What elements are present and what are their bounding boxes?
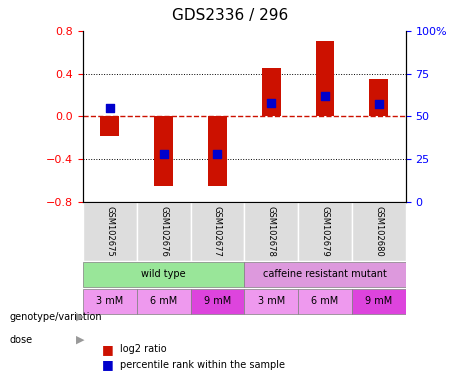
Text: GSM102676: GSM102676	[159, 206, 168, 257]
Bar	[352, 202, 406, 261]
Text: GSM102680: GSM102680	[374, 206, 383, 257]
Point	[267, 100, 275, 106]
Bar	[244, 202, 298, 261]
Bar	[208, 116, 227, 186]
Text: 6 mM: 6 mM	[150, 296, 177, 306]
Text: 9 mM: 9 mM	[365, 296, 392, 306]
Point	[214, 151, 221, 157]
Text: ■: ■	[101, 343, 113, 356]
Text: dose: dose	[9, 335, 32, 345]
Bar	[298, 289, 352, 313]
Bar	[244, 262, 406, 286]
Text: 6 mM: 6 mM	[311, 296, 339, 306]
Text: GSM102679: GSM102679	[320, 206, 330, 257]
Text: caffeine resistant mutant: caffeine resistant mutant	[263, 270, 387, 280]
Bar	[83, 262, 244, 286]
Point	[321, 93, 329, 99]
Text: log2 ratio: log2 ratio	[120, 344, 166, 354]
Bar	[352, 289, 406, 313]
Bar	[154, 116, 173, 186]
Text: genotype/variation: genotype/variation	[9, 312, 102, 322]
Bar	[190, 202, 244, 261]
Text: GSM102675: GSM102675	[106, 206, 114, 257]
Text: 3 mM: 3 mM	[258, 296, 285, 306]
Point	[375, 101, 383, 108]
Point	[160, 151, 167, 157]
Text: wild type: wild type	[142, 270, 186, 280]
Text: ▶: ▶	[77, 312, 85, 322]
Text: percentile rank within the sample: percentile rank within the sample	[120, 360, 285, 370]
Bar	[298, 202, 352, 261]
Point	[106, 105, 113, 111]
Text: ▶: ▶	[77, 335, 85, 345]
Bar	[137, 202, 190, 261]
Text: 3 mM: 3 mM	[96, 296, 124, 306]
Bar	[369, 79, 388, 116]
Text: GSM102677: GSM102677	[213, 206, 222, 257]
Bar	[190, 289, 244, 313]
Text: GSM102678: GSM102678	[267, 206, 276, 257]
Bar	[244, 289, 298, 313]
Text: 9 mM: 9 mM	[204, 296, 231, 306]
Bar	[316, 41, 334, 116]
Bar	[100, 116, 119, 136]
Bar	[83, 202, 137, 261]
Bar	[83, 289, 137, 313]
Bar	[137, 289, 190, 313]
Text: GDS2336 / 296: GDS2336 / 296	[172, 8, 289, 23]
Bar	[262, 68, 281, 116]
Text: ■: ■	[101, 358, 113, 371]
